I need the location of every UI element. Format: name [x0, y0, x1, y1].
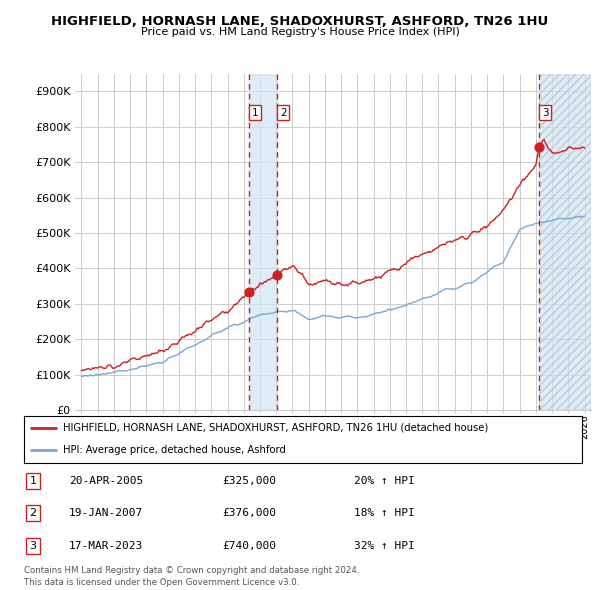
Bar	[539, 74, 591, 410]
Text: £740,000: £740,000	[222, 541, 276, 550]
Text: 1: 1	[29, 476, 37, 486]
Text: HPI: Average price, detached house, Ashford: HPI: Average price, detached house, Ashf…	[63, 445, 286, 455]
Point	[534, 142, 544, 152]
Text: 3: 3	[29, 541, 37, 550]
Text: 2: 2	[280, 108, 287, 117]
Text: 19-JAN-2007: 19-JAN-2007	[69, 509, 143, 518]
Text: 20% ↑ HPI: 20% ↑ HPI	[354, 476, 415, 486]
Text: 2: 2	[29, 509, 37, 518]
Text: 17-MAR-2023: 17-MAR-2023	[69, 541, 143, 550]
Text: 1: 1	[251, 108, 258, 117]
Point	[272, 270, 282, 279]
Text: HIGHFIELD, HORNASH LANE, SHADOXHURST, ASHFORD, TN26 1HU (detached house): HIGHFIELD, HORNASH LANE, SHADOXHURST, AS…	[63, 423, 488, 432]
Bar	[539, 74, 591, 410]
Bar	[248, 74, 277, 410]
Text: 20-APR-2005: 20-APR-2005	[69, 476, 143, 486]
Text: Price paid vs. HM Land Registry's House Price Index (HPI): Price paid vs. HM Land Registry's House …	[140, 27, 460, 37]
Text: 18% ↑ HPI: 18% ↑ HPI	[354, 509, 415, 518]
Text: 3: 3	[542, 108, 548, 117]
Text: HIGHFIELD, HORNASH LANE, SHADOXHURST, ASHFORD, TN26 1HU: HIGHFIELD, HORNASH LANE, SHADOXHURST, AS…	[52, 15, 548, 28]
Text: £376,000: £376,000	[222, 509, 276, 518]
Point	[244, 288, 253, 297]
Text: Contains HM Land Registry data © Crown copyright and database right 2024.
This d: Contains HM Land Registry data © Crown c…	[24, 566, 359, 587]
Text: 32% ↑ HPI: 32% ↑ HPI	[354, 541, 415, 550]
Text: £325,000: £325,000	[222, 476, 276, 486]
